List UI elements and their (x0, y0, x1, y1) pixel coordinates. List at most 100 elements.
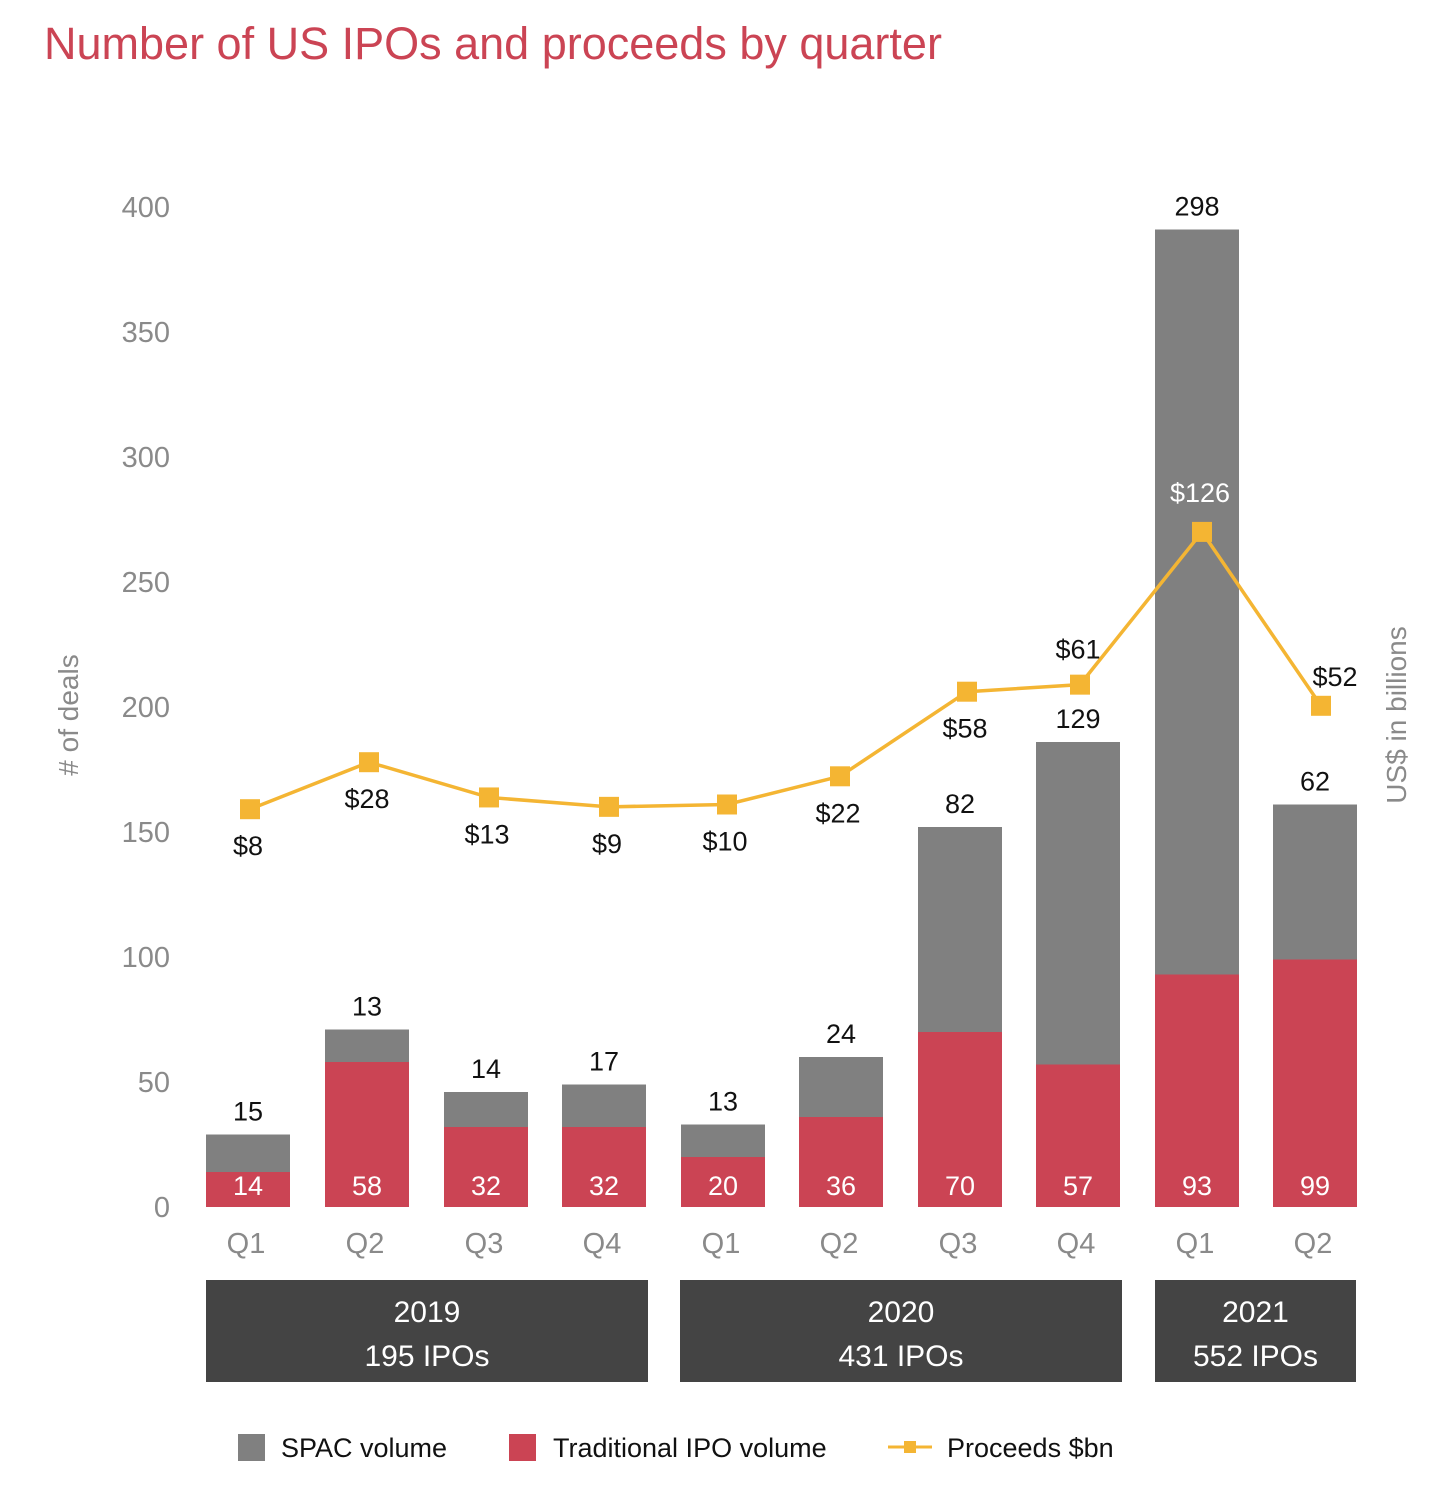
x-tick-label: Q1 (702, 1228, 741, 1260)
y-tick-label: 0 (154, 1192, 170, 1224)
proceeds-marker (717, 794, 737, 815)
bar-traditional (562, 1127, 646, 1207)
bar-label-spac: 13 (352, 992, 382, 1022)
proceeds-line-path (249, 528, 1323, 811)
x-tick-label: Q1 (1176, 1228, 1215, 1260)
y-axis-label: # of deals (53, 654, 84, 775)
proceeds-marker (599, 796, 619, 817)
x-axis-ticks: Q1 Q2 Q3 Q4 Q1 Q2 Q3 Q4 Q1 Q2 (227, 1228, 1333, 1260)
proceeds-label: $52 (1312, 662, 1357, 692)
proceeds-marker (1070, 674, 1090, 695)
legend: SPAC volume Traditional IPO volume Proceed… (238, 1433, 1114, 1463)
y-axis-label-right: US$ in billions (1381, 626, 1412, 803)
x-tick-label: Q4 (1057, 1228, 1096, 1260)
year-group-ipos: 431 IPOs (838, 1340, 963, 1373)
legend-swatch-traditional (509, 1434, 536, 1461)
proceeds-label: $61 (1055, 635, 1100, 665)
bar-label-spac: 298 (1174, 192, 1219, 222)
proceeds-line: $8 $28 $13 $9 $10 $22 $58 $61 $126 $52 (233, 478, 1358, 861)
bar-spac (562, 1084, 646, 1127)
y-tick-label: 250 (122, 567, 170, 599)
y-tick-label: 200 (122, 692, 170, 724)
bar-label-spac: 17 (589, 1047, 619, 1077)
x-tick-label: Q3 (939, 1228, 978, 1260)
bar-spac (325, 1029, 409, 1062)
proceeds-label: $22 (815, 798, 860, 828)
bar-spac (1273, 804, 1357, 960)
bar-label-traditional: 20 (708, 1171, 738, 1201)
proceeds-label: $9 (592, 829, 622, 859)
proceeds-label: $13 (464, 819, 509, 849)
year-group-year: 2020 (868, 1296, 935, 1329)
bar-label-traditional: 32 (471, 1171, 501, 1201)
bar-traditional (1273, 959, 1357, 1207)
proceeds-label: $126 (1170, 478, 1230, 508)
year-groups: 2019 195 IPOs 2020 431 IPOs 2021 552 IPOs (206, 1280, 1356, 1382)
bar-traditional (325, 1062, 409, 1207)
bar-traditional (206, 1172, 290, 1207)
proceeds-label: $10 (702, 827, 747, 857)
bar-spac (918, 827, 1002, 1032)
bar-label-traditional: 36 (826, 1171, 856, 1201)
bar-label-traditional: 70 (945, 1171, 975, 1201)
bar-spac (799, 1057, 883, 1117)
bar-label-traditional: 58 (352, 1171, 382, 1201)
bar-traditional (799, 1117, 883, 1207)
year-group-ipos: 552 IPOs (1193, 1340, 1318, 1373)
proceeds-label: $8 (233, 831, 263, 861)
y-axis-ticks: 0 50 100 150 200 250 300 350 400 (122, 192, 170, 1224)
x-tick-label: Q4 (583, 1228, 622, 1260)
legend-swatch-proceeds-marker (904, 1441, 916, 1453)
legend-label-spac: SPAC volume (281, 1433, 447, 1463)
bar-label-spac: 14 (471, 1054, 501, 1084)
proceeds-marker (1192, 521, 1212, 542)
proceeds-marker (957, 681, 977, 702)
y-tick-label: 150 (122, 817, 170, 849)
y-tick-label: 300 (122, 442, 170, 474)
year-group-ipos: 195 IPOs (364, 1340, 489, 1373)
bar-traditional (918, 1032, 1002, 1207)
bar-label-spac: 62 (1300, 767, 1330, 797)
bar-spac (206, 1134, 290, 1172)
bar-traditional (681, 1157, 765, 1207)
proceeds-marker (1311, 695, 1331, 716)
proceeds-marker (830, 766, 850, 787)
legend-swatch-spac (238, 1434, 265, 1461)
year-group-box (206, 1280, 648, 1382)
x-tick-label: Q1 (227, 1228, 266, 1260)
proceeds-marker (359, 752, 379, 773)
y-tick-label: 400 (122, 192, 170, 224)
bar-label-spac: 15 (233, 1097, 263, 1127)
y-tick-label: 350 (122, 317, 170, 349)
chart-title: Number of US IPOs and proceeds by quarte… (44, 18, 942, 69)
year-group-year: 2021 (1222, 1296, 1289, 1329)
year-group-box (1155, 1280, 1356, 1382)
bar-label-spac: 82 (945, 789, 975, 819)
bar-traditional (444, 1127, 528, 1207)
bar-traditional (1155, 974, 1239, 1207)
bar-spac (1036, 742, 1120, 1065)
x-tick-label: Q3 (465, 1228, 504, 1260)
bar-label-traditional: 32 (589, 1171, 619, 1201)
bar-spac (681, 1124, 765, 1157)
bar-label-spac: 13 (708, 1087, 738, 1117)
bar-spac (444, 1092, 528, 1127)
year-group-box (680, 1280, 1122, 1382)
bars (206, 229, 1357, 1207)
bar-label-traditional: 14 (233, 1171, 263, 1201)
year-group-year: 2019 (394, 1296, 461, 1329)
bar-label-traditional: 93 (1182, 1171, 1212, 1201)
x-tick-label: Q2 (346, 1228, 385, 1260)
bar-spac (1155, 229, 1239, 975)
proceeds-marker (479, 787, 499, 808)
y-tick-label: 50 (138, 1067, 170, 1099)
proceeds-label: $58 (942, 714, 987, 744)
legend-label-traditional: Traditional IPO volume (553, 1433, 827, 1463)
legend-label-proceeds: Proceeds $bn (947, 1433, 1114, 1463)
bar-label-spac: 129 (1055, 704, 1100, 734)
bar-traditional (1036, 1064, 1120, 1207)
proceeds-label: $28 (344, 784, 389, 814)
x-tick-label: Q2 (820, 1228, 859, 1260)
y-tick-label: 100 (122, 942, 170, 974)
